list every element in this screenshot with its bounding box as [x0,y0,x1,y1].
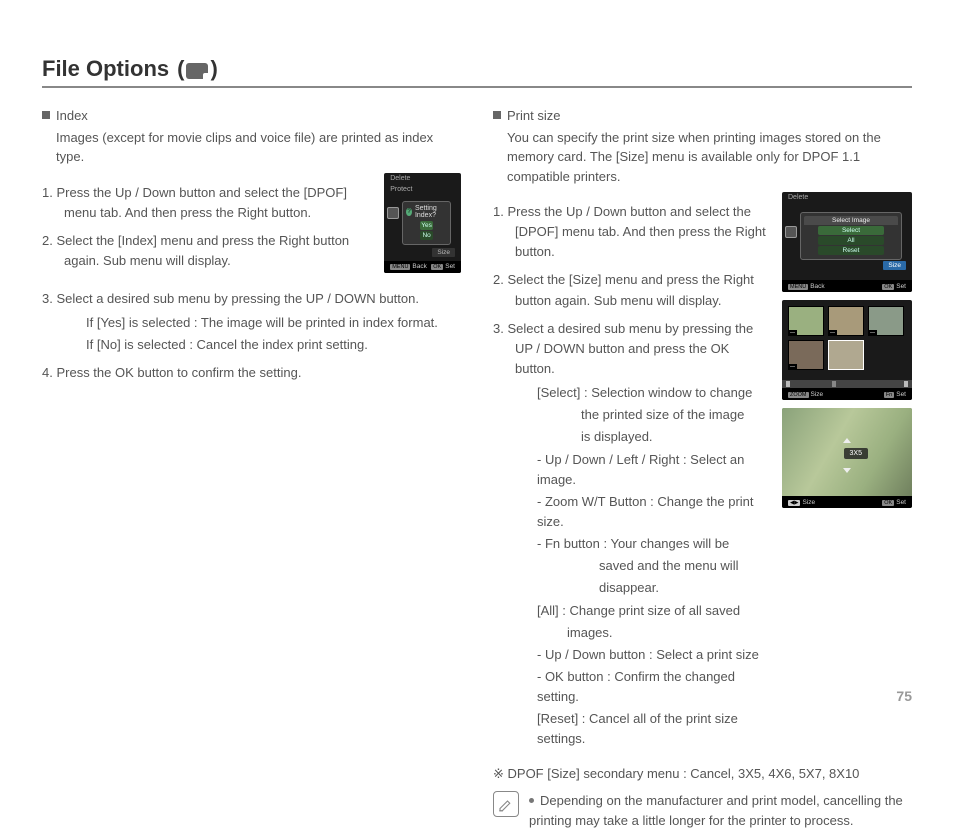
key-ok: OK [882,284,894,290]
lcd-row-delete: Delete [384,173,461,184]
file-options-icon [186,63,208,79]
index-step-3: Select a desired sub menu by pressing th… [42,289,461,355]
lcd2-opt-all: All [818,236,884,245]
lcd-question: Setting Index? [415,205,447,219]
lcd2-size-tag: Size [883,261,906,270]
lcd-yes-button: Yes [420,221,433,230]
lcd-dialog: ? Setting Index? Yes No [402,201,451,245]
key-menu: MENU [788,284,808,290]
index-heading: Index [56,106,461,126]
key-ok: OK [882,500,894,506]
columns: Index Images (except for movie clips and… [42,106,912,830]
index-desc: Images (except for movie clips and voice… [56,128,461,167]
lcd2-delete: Delete [782,192,912,203]
key-zoom: ZOOM [788,392,809,398]
lcd-size-menu: Delete Select Image Select All Reset Siz… [782,192,912,292]
lcd2-title: Select Image [804,216,898,225]
lcd-side-icon [387,207,399,219]
index-step-2: Select the [Index] menu and press the Ri… [42,231,370,271]
manual-page: File Options ( ) Index Images (except fo… [0,0,954,720]
dpof-note: ※ DPOF [Size] secondary menu : Cancel, 3… [493,764,912,784]
printsize-steps: Press the Up / Down button and select th… [493,202,768,750]
square-bullet-icon [42,111,50,119]
printsize-heading: Print size [507,106,912,126]
sub-all-l1: [All] : Change print size of all saved [537,601,768,621]
sub-reset: [Reset] : Cancel all of the print size s… [537,709,768,749]
lcd-footer: MENUBack OKSet [384,261,461,273]
index-step3-no: If [No] is selected : Cancel the index p… [86,335,461,355]
lcd-index-dialog: Delete Protect ? Setting Index? Yes No S… [384,173,461,273]
lcd2-footer: MENUBack OKSet [782,280,912,292]
key-ok: OK [431,264,443,270]
printsize-figures: Delete Select Image Select All Reset Siz… [782,192,912,508]
index-steps-cont: Select a desired sub menu by pressing th… [42,289,461,384]
page-number: 75 [896,688,912,704]
pencil-note-icon [497,795,515,813]
lcd-no-button: No [420,231,433,240]
lcd4-overlay: 3X5 [844,448,868,459]
arrow-up-icon [843,438,851,443]
sub-dash3-l2: saved and the menu will [537,556,768,576]
printsize-step-2: Select the [Size] menu and press the Rig… [493,270,768,310]
key-menu: MENU [390,264,410,270]
index-step3-yes: If [Yes] is selected : The image will be… [86,313,461,333]
sub-all-l2: images. [537,623,768,643]
sub-dash3-l1: - Fn button : Your changes will be [537,534,768,554]
index-heading-row: Index Images (except for movie clips and… [42,106,461,167]
sub-dash5: - OK button : Confirm the changed settin… [537,667,768,707]
lcd-photo-size: 3X5 ◀▶Size OKSet [782,408,912,508]
tip-body: Depending on the manufacturer and print … [529,791,912,830]
bullet-disc-icon [529,798,534,803]
sub-dash2: - Zoom W/T Button : Change the print siz… [537,492,768,532]
lcd2-opt-reset: Reset [818,246,884,255]
arrow-down-icon [843,468,851,473]
key-fn: Fn [884,392,894,398]
printsize-desc: You can specify the print size when prin… [507,128,912,187]
lcd-row-protect: Protect [384,184,461,195]
lcd-question-row: ? Setting Index? [406,205,447,219]
lcd3-footer: ZOOMSize FnSet [782,388,912,400]
tip-text: Depending on the manufacturer and print … [529,793,903,828]
lcd3-scrollbar [782,380,912,388]
lcd2-opt-select: Select [818,226,884,235]
index-step-4: Press the OK button to confirm the setti… [42,363,461,383]
sub-select-l3: is displayed. [537,427,768,447]
index-step3-sub: If [Yes] is selected : The image will be… [64,313,461,355]
lcd-side-icon [785,226,797,238]
sub-dash3-l3: disappear. [537,578,768,598]
note-icon [493,791,519,817]
title-row: File Options ( ) [42,56,912,88]
lcd4-footer: ◀▶Size OKSet [782,496,912,508]
square-bullet-icon [493,111,501,119]
sub-dash1: - Up / Down / Left / Right : Select an i… [537,450,768,490]
tip-row: Depending on the manufacturer and print … [493,791,912,830]
col-printsize: Print size You can specify the print siz… [493,106,912,830]
printsize-sub: [Select] : Selection window to change th… [515,383,768,749]
printsize-step-3: Select a desired sub menu by pressing th… [493,319,768,750]
printsize-heading-row: Print size You can specify the print siz… [493,106,912,186]
lcd-size-tag: Size [432,248,455,257]
col-index: Index Images (except for movie clips and… [42,106,461,830]
page-title: File Options [42,56,169,82]
index-step-1: Press the Up / Down button and select th… [42,183,370,223]
title-suffix: ( ) [177,56,218,82]
index-steps: Press the Up / Down button and select th… [42,183,370,280]
question-mark-icon: ? [406,208,412,216]
sub-dash4: - Up / Down button : Select a print size [537,645,768,665]
sub-select-l2: the printed size of the image [537,405,768,425]
printsize-step-1: Press the Up / Down button and select th… [493,202,768,262]
sub-select: [Select] : Selection window to change [537,383,768,403]
lcd2-dialog: Select Image Select All Reset [800,212,902,260]
lcd-thumbnail-grid: — — — — ZOOMSize FnSet [782,300,912,400]
